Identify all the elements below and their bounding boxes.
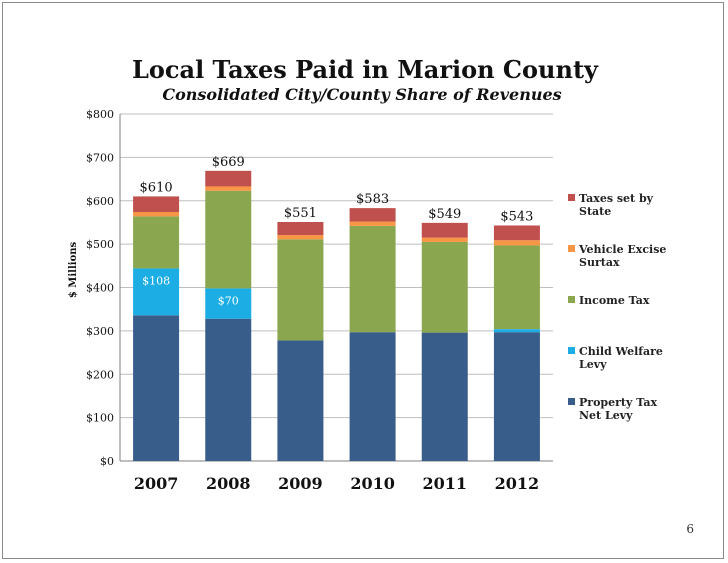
legend-label-taxes-set-by-state: Taxes set by State — [579, 192, 654, 218]
total-label: $610 — [140, 180, 173, 195]
legend-label-vehicle-excise-surtax: Vehicle Excise Surtax — [578, 243, 666, 269]
x-tick-label: 2011 — [422, 474, 467, 493]
y-axis-ticks: $0 $100 $200 $300 $400 $500 $600 $700 $800 — [86, 108, 114, 468]
bars — [133, 170, 540, 461]
bar-income-tax-2011 — [421, 241, 468, 333]
bar-income-tax-2008 — [205, 190, 252, 289]
legend-label-child-welfare-levy: Child Welfare Levy — [579, 345, 663, 371]
chart-title: Local Taxes Paid in Marion County — [132, 55, 599, 84]
bar-property-tax-net-levy-2007 — [133, 315, 180, 461]
bar-income-tax-2009 — [277, 239, 324, 341]
bar-income-tax-2012 — [493, 245, 540, 330]
x-tick-label: 2010 — [350, 474, 395, 493]
total-label: $551 — [284, 206, 317, 221]
x-tick-label: 2007 — [134, 474, 179, 493]
segment-label: $70 — [218, 294, 239, 307]
segment-label: $108 — [142, 274, 170, 287]
y-tick-label: $100 — [86, 412, 114, 425]
bar-property-tax-net-levy-2009 — [277, 340, 324, 461]
chart-subtitle: Consolidated City/County Share of Revenu… — [162, 85, 561, 104]
bar-taxes-set-by-state-2009 — [277, 222, 324, 236]
bar-income-tax-2007 — [133, 216, 180, 269]
bar-child-welfare-levy-2012 — [493, 329, 540, 333]
bar-vehicle-excise-surtax-2008 — [205, 186, 252, 191]
bar-vehicle-excise-surtax-2012 — [493, 240, 540, 246]
bar-child-welfare-levy-2007 — [133, 268, 180, 316]
segment-labels: $108 $70 — [142, 274, 239, 307]
total-label: $549 — [428, 207, 461, 222]
bar-property-tax-net-levy-2008 — [205, 318, 252, 461]
bar-taxes-set-by-state-2012 — [493, 225, 540, 241]
total-label: $583 — [356, 192, 389, 207]
bar-property-tax-net-levy-2010 — [349, 332, 396, 461]
legend-label-income-tax: Income Tax — [579, 294, 650, 307]
total-label: $543 — [500, 209, 533, 224]
bar-property-tax-net-levy-2012 — [493, 332, 540, 461]
y-axis-label: $ Millions — [68, 241, 79, 298]
bar-vehicle-excise-surtax-2010 — [349, 221, 396, 226]
legend-swatch-vehicle-excise-surtax — [568, 245, 575, 252]
y-tick-label: $0 — [100, 455, 114, 468]
bar-taxes-set-by-state-2010 — [349, 208, 396, 222]
x-tick-label: 2008 — [206, 474, 251, 493]
x-axis-ticks: 2007 2008 2009 2010 2011 2012 — [134, 474, 539, 493]
x-tick-label: 2009 — [278, 474, 323, 493]
total-label: $669 — [212, 155, 245, 170]
gridlines — [119, 113, 553, 462]
bar-taxes-set-by-state-2008 — [205, 170, 252, 187]
bar-vehicle-excise-surtax-2009 — [277, 235, 324, 240]
y-tick-label: $300 — [86, 325, 114, 338]
bar-vehicle-excise-surtax-2011 — [421, 237, 468, 242]
total-labels: $610 $669 $551 $583 $549 $543 — [140, 155, 534, 225]
bar-property-tax-net-levy-2011 — [421, 332, 468, 461]
y-tick-label: $200 — [86, 368, 114, 381]
legend: Taxes set by State Vehicle Excise Surtax Inc… — [568, 192, 666, 422]
bar-vehicle-excise-surtax-2007 — [133, 212, 180, 217]
legend-label-property-tax-net-levy: Property Tax Net Levy — [579, 396, 657, 422]
y-tick-label: $700 — [86, 151, 114, 164]
bar-taxes-set-by-state-2011 — [421, 222, 468, 238]
legend-swatch-property-tax-net-levy — [568, 398, 575, 405]
legend-swatch-taxes-set-by-state — [568, 194, 575, 201]
y-tick-label: $800 — [86, 108, 114, 121]
page-number: 6 — [686, 522, 694, 536]
bar-income-tax-2010 — [349, 225, 396, 333]
legend-swatch-income-tax — [568, 296, 575, 303]
bar-taxes-set-by-state-2007 — [133, 196, 180, 213]
y-tick-label: $500 — [86, 238, 114, 251]
y-tick-label: $400 — [86, 282, 114, 295]
bar-child-welfare-levy-2008 — [205, 288, 252, 319]
legend-swatch-child-welfare-levy — [568, 347, 575, 354]
y-tick-label: $600 — [86, 195, 114, 208]
x-tick-label: 2012 — [495, 474, 540, 493]
